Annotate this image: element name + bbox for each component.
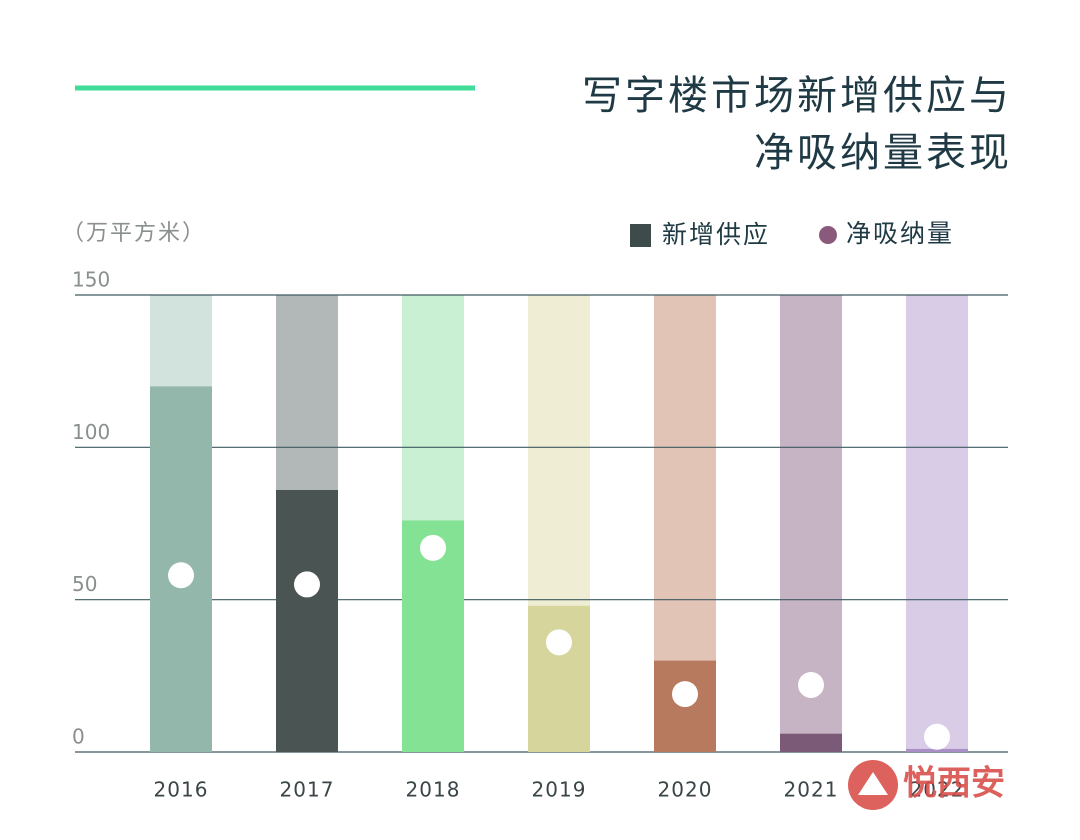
x-tick-label: 2018 xyxy=(406,778,461,802)
chart-title: 净吸纳量表现 xyxy=(754,130,1012,176)
x-tick-label: 2019 xyxy=(532,778,587,802)
legend-swatch xyxy=(819,226,837,244)
legend-label: 净吸纳量 xyxy=(846,219,954,248)
x-tick-label: 2022 xyxy=(910,778,965,802)
bar xyxy=(906,748,968,752)
y-axis-label: （万平方米） xyxy=(62,221,206,246)
bar xyxy=(276,489,338,752)
bar xyxy=(780,733,842,752)
x-tick-label: 2016 xyxy=(154,778,209,802)
watermark: 悦西安 xyxy=(903,764,1005,804)
x-tick-label: 2020 xyxy=(658,778,713,802)
y-tick-label: 0 xyxy=(72,725,85,749)
absorption-dot xyxy=(798,671,824,698)
y-tick-label: 50 xyxy=(72,572,97,596)
absorption-dot xyxy=(420,534,446,561)
bar xyxy=(528,605,590,752)
x-tick-label: 2017 xyxy=(280,778,335,802)
absorption-dot xyxy=(546,629,572,656)
x-tick-label: 2021 xyxy=(784,778,839,802)
chart-title: 写字楼市场新增供应与 xyxy=(582,73,1012,119)
watermark-logo-mark xyxy=(858,772,888,795)
y-tick-label: 100 xyxy=(72,420,110,444)
legend-swatch xyxy=(630,224,651,247)
bar-background xyxy=(906,295,968,752)
legend-label: 新增供应 xyxy=(662,220,770,249)
absorption-dot xyxy=(672,681,698,708)
absorption-dot xyxy=(924,723,950,750)
y-tick-label: 150 xyxy=(72,268,110,292)
absorption-dot xyxy=(168,562,194,589)
absorption-dot xyxy=(294,571,320,598)
